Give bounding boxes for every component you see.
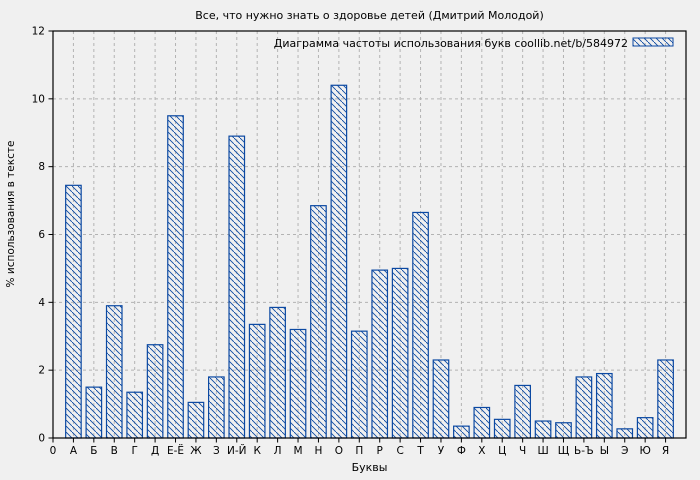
x-tick-label-А: А: [70, 445, 78, 457]
y-tick-label-0: 0: [38, 433, 45, 445]
y-tick-label-12: 12: [32, 26, 45, 38]
bar-Е-Ё: [167, 115, 184, 439]
y-tick-label-8: 8: [38, 161, 45, 173]
bar-Ш: [534, 420, 552, 439]
x-tick-label-Х: Х: [478, 445, 485, 457]
bar-К: [248, 323, 266, 439]
bar-У: [432, 359, 450, 439]
x-tick-label-Ю: Ю: [639, 445, 650, 457]
bar-А: [65, 184, 82, 439]
x-axis-label: Буквы: [351, 461, 388, 474]
x-tick-label-З: З: [213, 445, 220, 457]
bar-В: [105, 305, 123, 439]
bar-Т: [412, 211, 429, 439]
bar-П: [350, 330, 368, 439]
legend-key-swatch: [632, 37, 674, 47]
chart-title: Все, что нужно знать о здоровье детей (Д…: [195, 9, 544, 22]
x-tick-label-Т: Т: [416, 445, 424, 457]
x-tick-label-Н: Н: [314, 445, 322, 457]
bar-Ю: [636, 417, 654, 439]
bar-Я: [657, 359, 674, 439]
x-tick-label-Ж: Ж: [190, 445, 202, 457]
x-tick-label-О: О: [335, 445, 343, 457]
y-tick-label-2: 2: [38, 365, 45, 377]
x-tick-label-Г: Г: [131, 445, 137, 457]
bar-Х: [473, 406, 491, 439]
bar-Ж: [187, 401, 205, 439]
x-tick-label-М: М: [294, 445, 303, 457]
x-tick-label-Р: Р: [377, 445, 383, 457]
bar-Щ: [555, 422, 572, 439]
x-tick-label-Е-Ё: Е-Ё: [167, 444, 184, 457]
bar-Б: [85, 386, 103, 439]
bar-Ы: [595, 372, 613, 439]
legend-label: Диаграмма частоты использования букв coo…: [273, 37, 628, 50]
x-tick-label-Ь-Ъ: Ь-Ъ: [574, 445, 594, 457]
bar-Ь-Ъ: [575, 376, 593, 439]
x-tick-label-Э: Э: [621, 445, 628, 457]
bar-Ф: [453, 425, 470, 439]
y-tick-label-6: 6: [38, 229, 45, 241]
x-tick-label-П: П: [355, 445, 363, 457]
y-tick-label-4: 4: [38, 297, 45, 309]
bar-Ч: [514, 384, 532, 439]
bar-М: [289, 328, 307, 439]
x-tick-label-У: У: [438, 445, 445, 457]
x-tick-label-С: С: [396, 445, 403, 457]
x-tick-label-К: К: [253, 445, 261, 457]
x-tick-label-0: 0: [50, 445, 57, 457]
x-tick-label-Ф: Ф: [457, 445, 466, 457]
bar-Э: [616, 428, 634, 439]
bar-Н: [310, 205, 327, 439]
bar-С: [391, 267, 409, 439]
x-tick-label-В: В: [111, 445, 118, 457]
bar-Ц: [493, 418, 511, 439]
bar-Д: [146, 344, 164, 439]
x-tick-label-Я: Я: [662, 445, 669, 457]
bar-Р: [371, 269, 389, 439]
bar-Л: [269, 306, 286, 439]
x-tick-label-Ц: Ц: [498, 445, 506, 457]
x-tick-label-Ш: Ш: [537, 445, 548, 457]
x-tick-label-Щ: Щ: [558, 445, 570, 457]
x-tick-label-Ы: Ы: [600, 445, 609, 457]
bar-О: [330, 84, 348, 439]
y-tick-label-10: 10: [32, 93, 45, 105]
bar-Г: [126, 391, 144, 439]
x-tick-label-Б: Б: [90, 445, 97, 457]
x-tick-label-И-Й: И-Й: [227, 444, 247, 457]
y-axis-label: % использования в тексте: [5, 140, 17, 288]
x-tick-label-Л: Л: [274, 445, 282, 457]
x-tick-label-Ч: Ч: [519, 445, 526, 457]
x-tick-label-Д: Д: [151, 445, 159, 457]
bar-З: [208, 376, 225, 439]
bar-И-Й: [228, 135, 246, 439]
